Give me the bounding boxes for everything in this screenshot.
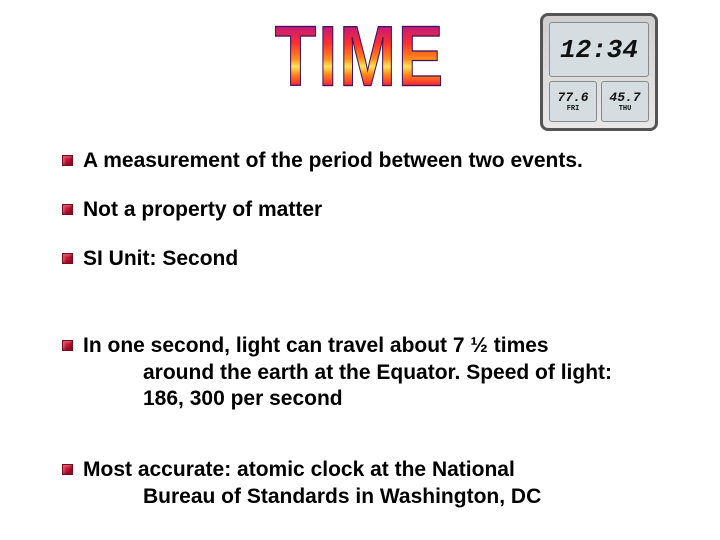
list-item: In one second, light can travel about 7 … [62, 333, 658, 414]
list-item: A measurement of the period between two … [62, 148, 658, 175]
bullet-icon [62, 340, 73, 351]
clock-left-value: 77.6 [557, 90, 588, 105]
bullet-line1: In one second, light can travel about 7 … [83, 334, 549, 357]
bullet-text: In one second, light can travel about 7 … [83, 333, 658, 414]
content-area: A measurement of the period between two … [62, 148, 658, 511]
bullet-icon [62, 204, 73, 215]
bullet-line1: Most accurate: atomic clock at the Natio… [83, 458, 515, 481]
list-item: SI Unit: Second [62, 246, 658, 273]
clock-sub-panels: 77.6 FRI 45.7 THU [549, 81, 649, 122]
bullet-continuation: Bureau of Standards in Washington, DC [83, 484, 658, 511]
bullet-text: Most accurate: atomic clock at the Natio… [83, 457, 658, 511]
page-title: TIME [275, 8, 445, 106]
clock-right-panel: 45.7 THU [601, 81, 649, 122]
bullet-continuation: around the earth at the Equator. Speed o… [83, 360, 658, 414]
clock-left-panel: 77.6 FRI [549, 81, 597, 122]
clock-left-label: FRI [567, 105, 580, 113]
clock-image: 12:34 77.6 FRI 45.7 THU [540, 13, 658, 131]
clock-right-label: THU [619, 105, 632, 113]
bullet-icon [62, 155, 73, 166]
list-item: Not a property of matter [62, 197, 658, 224]
bullet-icon [62, 464, 73, 475]
list-item: Most accurate: atomic clock at the Natio… [62, 457, 658, 511]
bullet-text: SI Unit: Second [83, 246, 658, 273]
bullet-text: A measurement of the period between two … [83, 148, 658, 175]
clock-time-display: 12:34 [549, 22, 649, 77]
bullet-icon [62, 253, 73, 264]
bullet-text: Not a property of matter [83, 197, 658, 224]
clock-right-value: 45.7 [609, 90, 640, 105]
